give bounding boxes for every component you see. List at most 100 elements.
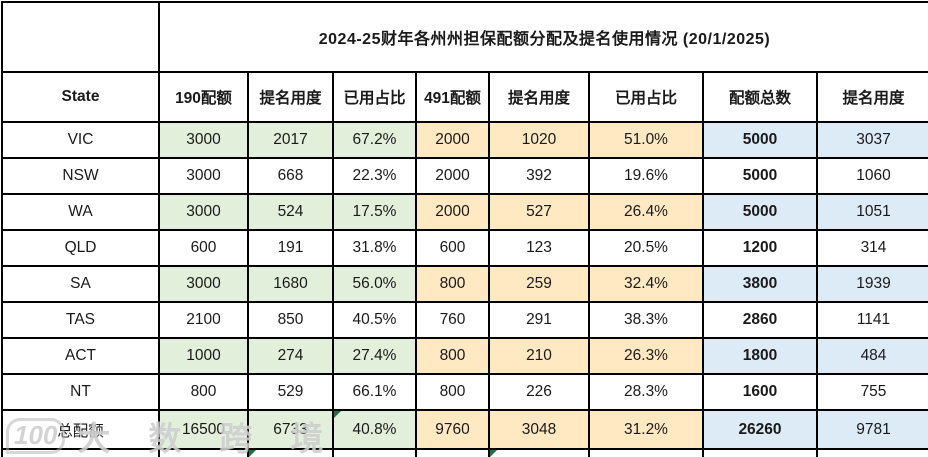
table-row-tas: TAS 2100 850 40.5% 760 291 38.3% 2860 11… [1,301,928,339]
table-cell: 314 [815,229,928,267]
table-cell: 760 [415,301,490,339]
table-cell: 26.4% [588,193,704,231]
table-cell [158,448,249,457]
table-cell: 1000 [158,337,249,375]
table-cell: 17.5% [332,193,417,231]
table-cell: 259 [488,265,590,303]
table-cell: 31.8% [332,229,417,267]
column-header-total-quota: 配额总数 [702,71,818,123]
corner-cell [1,1,160,73]
table-cell: 1020 [488,121,590,159]
table-cell: 1800 [702,337,818,375]
table-cell: 1060 [815,157,928,195]
table-cell: 2100 [158,301,249,339]
table-cell: 600 [415,229,490,267]
table-cell: 1051 [815,193,928,231]
table-cell: 9781 [815,409,928,450]
table-row-qld: QLD 600 191 31.8% 600 123 20.5% 1200 314 [1,229,928,267]
table-cell: 40.8% [332,409,417,450]
state-label: NT [1,373,160,411]
table-cell: 5000 [702,121,818,159]
table-cell: 226 [488,373,590,411]
table-cell [247,448,334,457]
table-cell: 527 [488,193,590,231]
state-label: TAS [1,301,160,339]
table-cell: 6733 [247,409,334,450]
table-cell: 28.3% [588,373,704,411]
state-label: VIC [1,121,160,159]
table-row-wa: WA 3000 524 17.5% 2000 527 26.4% 5000 10… [1,193,928,231]
header-row: State 190配额 提名用度 已用占比 491配额 提名用度 已用占比 配额… [1,71,928,123]
column-header-190-pct: 已用占比 [332,71,417,123]
table-cell: 191 [247,229,334,267]
table-cell: 38.3% [588,301,704,339]
table-cell: 20.5% [588,229,704,267]
table-cell: 2017 [247,121,334,159]
table-cell: 26.3% [588,337,704,375]
column-header-190-used: 提名用度 [247,71,334,123]
state-label: NSW [1,157,160,195]
table-cell: 31.2% [588,409,704,450]
table-cell [702,448,818,457]
column-header-491-pct: 已用占比 [588,71,704,123]
table-cell: 524 [247,193,334,231]
table-cell: 27.4% [332,337,417,375]
table-cell: 755 [815,373,928,411]
table-cell: 800 [415,373,490,411]
table-cell: 40.5% [332,301,417,339]
table-cell [332,448,417,457]
table-cell: 22.3% [332,157,417,195]
state-label: WA [1,193,160,231]
table-cell: 2000 [415,121,490,159]
table-cell: 9760 [415,409,490,450]
table-cell: 2000 [415,157,490,195]
table-title: 2024-25财年各州州担保配额分配及提名使用情况 (20/1/2025) [157,1,928,73]
table-cell [815,448,928,457]
table-cell: 32.4% [588,265,704,303]
table-cell: 5000 [702,157,818,195]
state-label: 总配额 [1,409,160,450]
table-cell: 5000 [702,193,818,231]
state-label: SA [1,265,160,303]
table-cell: 56.0% [332,265,417,303]
table-cell [1,448,160,457]
table-cell: 3000 [158,121,249,159]
table-cell: 26260 [702,409,818,450]
table-cell: 1939 [815,265,928,303]
table-cell: 3037 [815,121,928,159]
table-cell: 800 [158,373,249,411]
table-cell: 67.2% [332,121,417,159]
table-cell: 123 [488,229,590,267]
error-indicator-triangle [491,451,497,457]
table-cell: 484 [815,337,928,375]
table-cell: 392 [488,157,590,195]
state-label: ACT [1,337,160,375]
column-header-state: State [1,71,160,123]
table-cell: 800 [415,337,490,375]
table-cell: 800 [415,265,490,303]
column-header-491-quota: 491配额 [415,71,490,123]
table-cell: 1600 [702,373,818,411]
error-indicator-triangle [335,412,341,418]
state-label: QLD [1,229,160,267]
table-cell: 274 [247,337,334,375]
column-header-190-quota: 190配额 [158,71,249,123]
column-header-491-used: 提名用度 [488,71,590,123]
table-cell: 1200 [702,229,818,267]
table-cell: 668 [247,157,334,195]
table-cell: 600 [158,229,249,267]
table-cell [588,448,704,457]
table-cell: 1680 [247,265,334,303]
table-cell: 2000 [415,193,490,231]
table-row-act: ACT 1000 274 27.4% 800 210 26.3% 1800 48… [1,337,928,375]
table-cell: 3000 [158,193,249,231]
table-cell: 3048 [488,409,590,450]
table-row-sa: SA 3000 1680 56.0% 800 259 32.4% 3800 19… [1,265,928,303]
clipped-bottom-row [1,448,928,457]
title-row: 2024-25财年各州州担保配额分配及提名使用情况 (20/1/2025) [1,1,928,73]
column-header-total-used: 提名用度 [815,71,928,123]
table-cell: 19.6% [588,157,704,195]
table-cell: 2860 [702,301,818,339]
table-cell: 291 [488,301,590,339]
